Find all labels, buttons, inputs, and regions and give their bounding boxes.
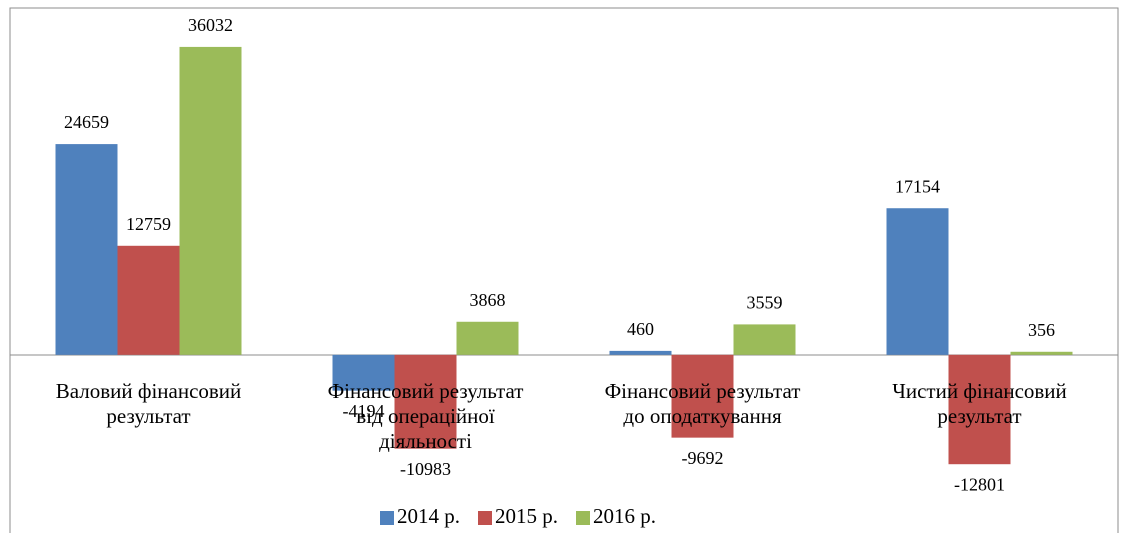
data-label: 36032: [188, 15, 233, 35]
data-label: -4194: [343, 401, 385, 421]
legend-label: 2016 р.: [593, 504, 656, 528]
bar: [179, 46, 242, 355]
bar: [1010, 351, 1073, 355]
legend-swatch: [478, 511, 492, 525]
bar: [394, 354, 457, 449]
data-label: -10983: [400, 459, 451, 479]
data-label: -12801: [954, 474, 1005, 494]
x-tick-label: Фінансовий результат до оподаткування: [604, 379, 801, 428]
bar: [733, 324, 796, 355]
data-label: -9692: [682, 448, 724, 468]
legend-label: 2014 р.: [397, 504, 460, 528]
data-label: 3559: [747, 293, 783, 313]
legend-swatch: [576, 511, 590, 525]
data-label: 356: [1028, 320, 1055, 340]
bar: [117, 245, 180, 355]
bar: [456, 321, 519, 355]
x-tick-label: Валовий фінансовий результат: [55, 379, 242, 428]
data-label: 3868: [470, 290, 506, 310]
bar: [332, 354, 395, 391]
bar: [55, 144, 118, 355]
data-label: 17154: [895, 176, 940, 196]
data-label: 12759: [126, 214, 171, 234]
data-label: 460: [627, 319, 654, 339]
legend-label: 2015 р.: [495, 504, 558, 528]
x-tick-label: Фінансовий результат від операційної дія…: [327, 379, 524, 453]
bar: [609, 350, 672, 355]
legend-swatch: [380, 511, 394, 525]
x-tick-label: Чистий фінансовий результат: [892, 379, 1067, 428]
bar: [948, 354, 1011, 465]
bar: [886, 208, 949, 355]
bar: [671, 354, 734, 438]
data-label: 24659: [64, 112, 109, 132]
chart-border: [9, 7, 1119, 533]
